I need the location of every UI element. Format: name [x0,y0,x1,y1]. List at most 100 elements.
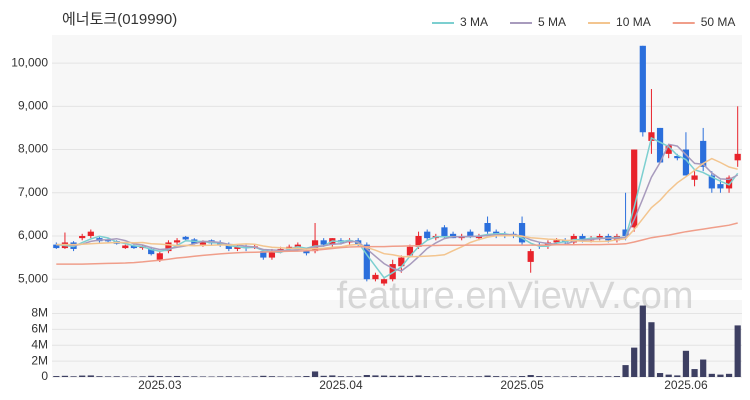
volume-bar [79,375,86,377]
volume-bar [346,376,353,377]
y-tick-label: 6M [31,322,48,336]
volume-bar [639,305,646,377]
volume-bar [656,373,664,377]
ma-line [56,157,738,258]
volume-bar [553,376,560,377]
volume-bar [355,376,362,377]
volume-bar [484,375,491,377]
candle-body [691,175,698,180]
volume-bar [191,376,198,377]
volume-bar [130,376,138,378]
chart-title: 에너토크(019990) [62,11,177,28]
volume-bar [536,376,543,377]
volume-bar [363,375,370,377]
y-tick-label: 0 [41,369,48,383]
legend-label: 10 MA [616,15,651,29]
candle-body [700,140,707,167]
candle-body [467,231,474,236]
ma-line [56,143,739,272]
candle-body [79,235,86,239]
volume-bar [691,369,698,377]
candle-body [725,177,733,189]
volume-bar [320,375,327,377]
candle-body [424,231,431,239]
candle-body [734,153,741,161]
candle-body [156,253,163,260]
volume-bar [173,375,181,377]
volume-bar [613,376,621,377]
volume-bar [562,376,569,377]
volume-bar [648,322,655,377]
volume-bar [70,376,77,377]
volume-bar [329,375,336,377]
volume-bar [380,375,388,377]
volume-bar [596,376,603,377]
candle-body [579,235,586,241]
volume-bar [734,325,741,377]
volume-bar [286,376,293,378]
volume-bar [449,376,457,377]
y-tick-label: 10,000 [11,55,48,69]
candle-body [631,149,638,228]
volume-bar [199,376,207,377]
volume-bar [441,376,448,377]
volume-bar [708,373,715,377]
volume-bar [148,375,155,377]
volume-bar [700,359,707,377]
candle-body [527,251,534,262]
candle-body [320,240,327,245]
volume-bar [406,375,414,377]
volume-bar [337,376,345,377]
y-tick-label: 6,000 [18,228,48,242]
volume-bar [139,376,146,377]
volume-bar [260,375,267,377]
candle-body [260,251,267,258]
volume-bar [96,376,103,377]
legend-label: 5 MA [538,15,566,29]
volume-bar [570,376,577,377]
y-tick-label: 5,000 [18,271,48,285]
candle-body [234,246,241,249]
candle-body [708,175,715,189]
volume-bar [424,376,431,377]
candle-body [130,245,138,249]
candle-body [303,251,310,254]
volume-bar [242,376,250,378]
volume-bar [605,376,612,377]
volume-bar [277,376,284,377]
volume-bar [303,376,310,377]
y-tick-label: 7,000 [18,185,48,199]
volume-bar [415,375,422,377]
volume-bar [518,376,526,377]
candle-body [674,156,681,159]
y-tick-label: 8,000 [18,142,48,156]
volume-bar [389,375,396,377]
price-panel [52,35,742,290]
candle-body [199,241,207,245]
volume-bar [311,371,319,377]
candle-body [148,248,155,255]
y-tick-label: 4M [31,337,48,351]
candle-body [648,132,655,141]
candle-body [622,229,629,236]
volume-bar [510,376,517,377]
volume-bar [622,365,629,377]
volume-bar [61,375,69,377]
y-tick-label: 2M [31,353,48,367]
volume-bar [165,376,172,377]
volume-bar [527,375,534,377]
volume-bar [587,376,595,377]
volume-bar [104,376,112,377]
watermark: feature.enViewV.com [336,275,693,317]
volume-bar [268,376,276,377]
volume-bar [682,350,690,377]
x-tick-label: 2025.03 [138,378,182,392]
volume-bar [208,376,215,378]
volume-bar [717,374,724,377]
volume-bar [182,376,189,377]
volume-bar [544,376,552,377]
volume-bar [217,376,224,377]
volume-bar [87,375,94,377]
candle-body [53,244,60,249]
x-tick-label: 2025.04 [319,378,363,392]
